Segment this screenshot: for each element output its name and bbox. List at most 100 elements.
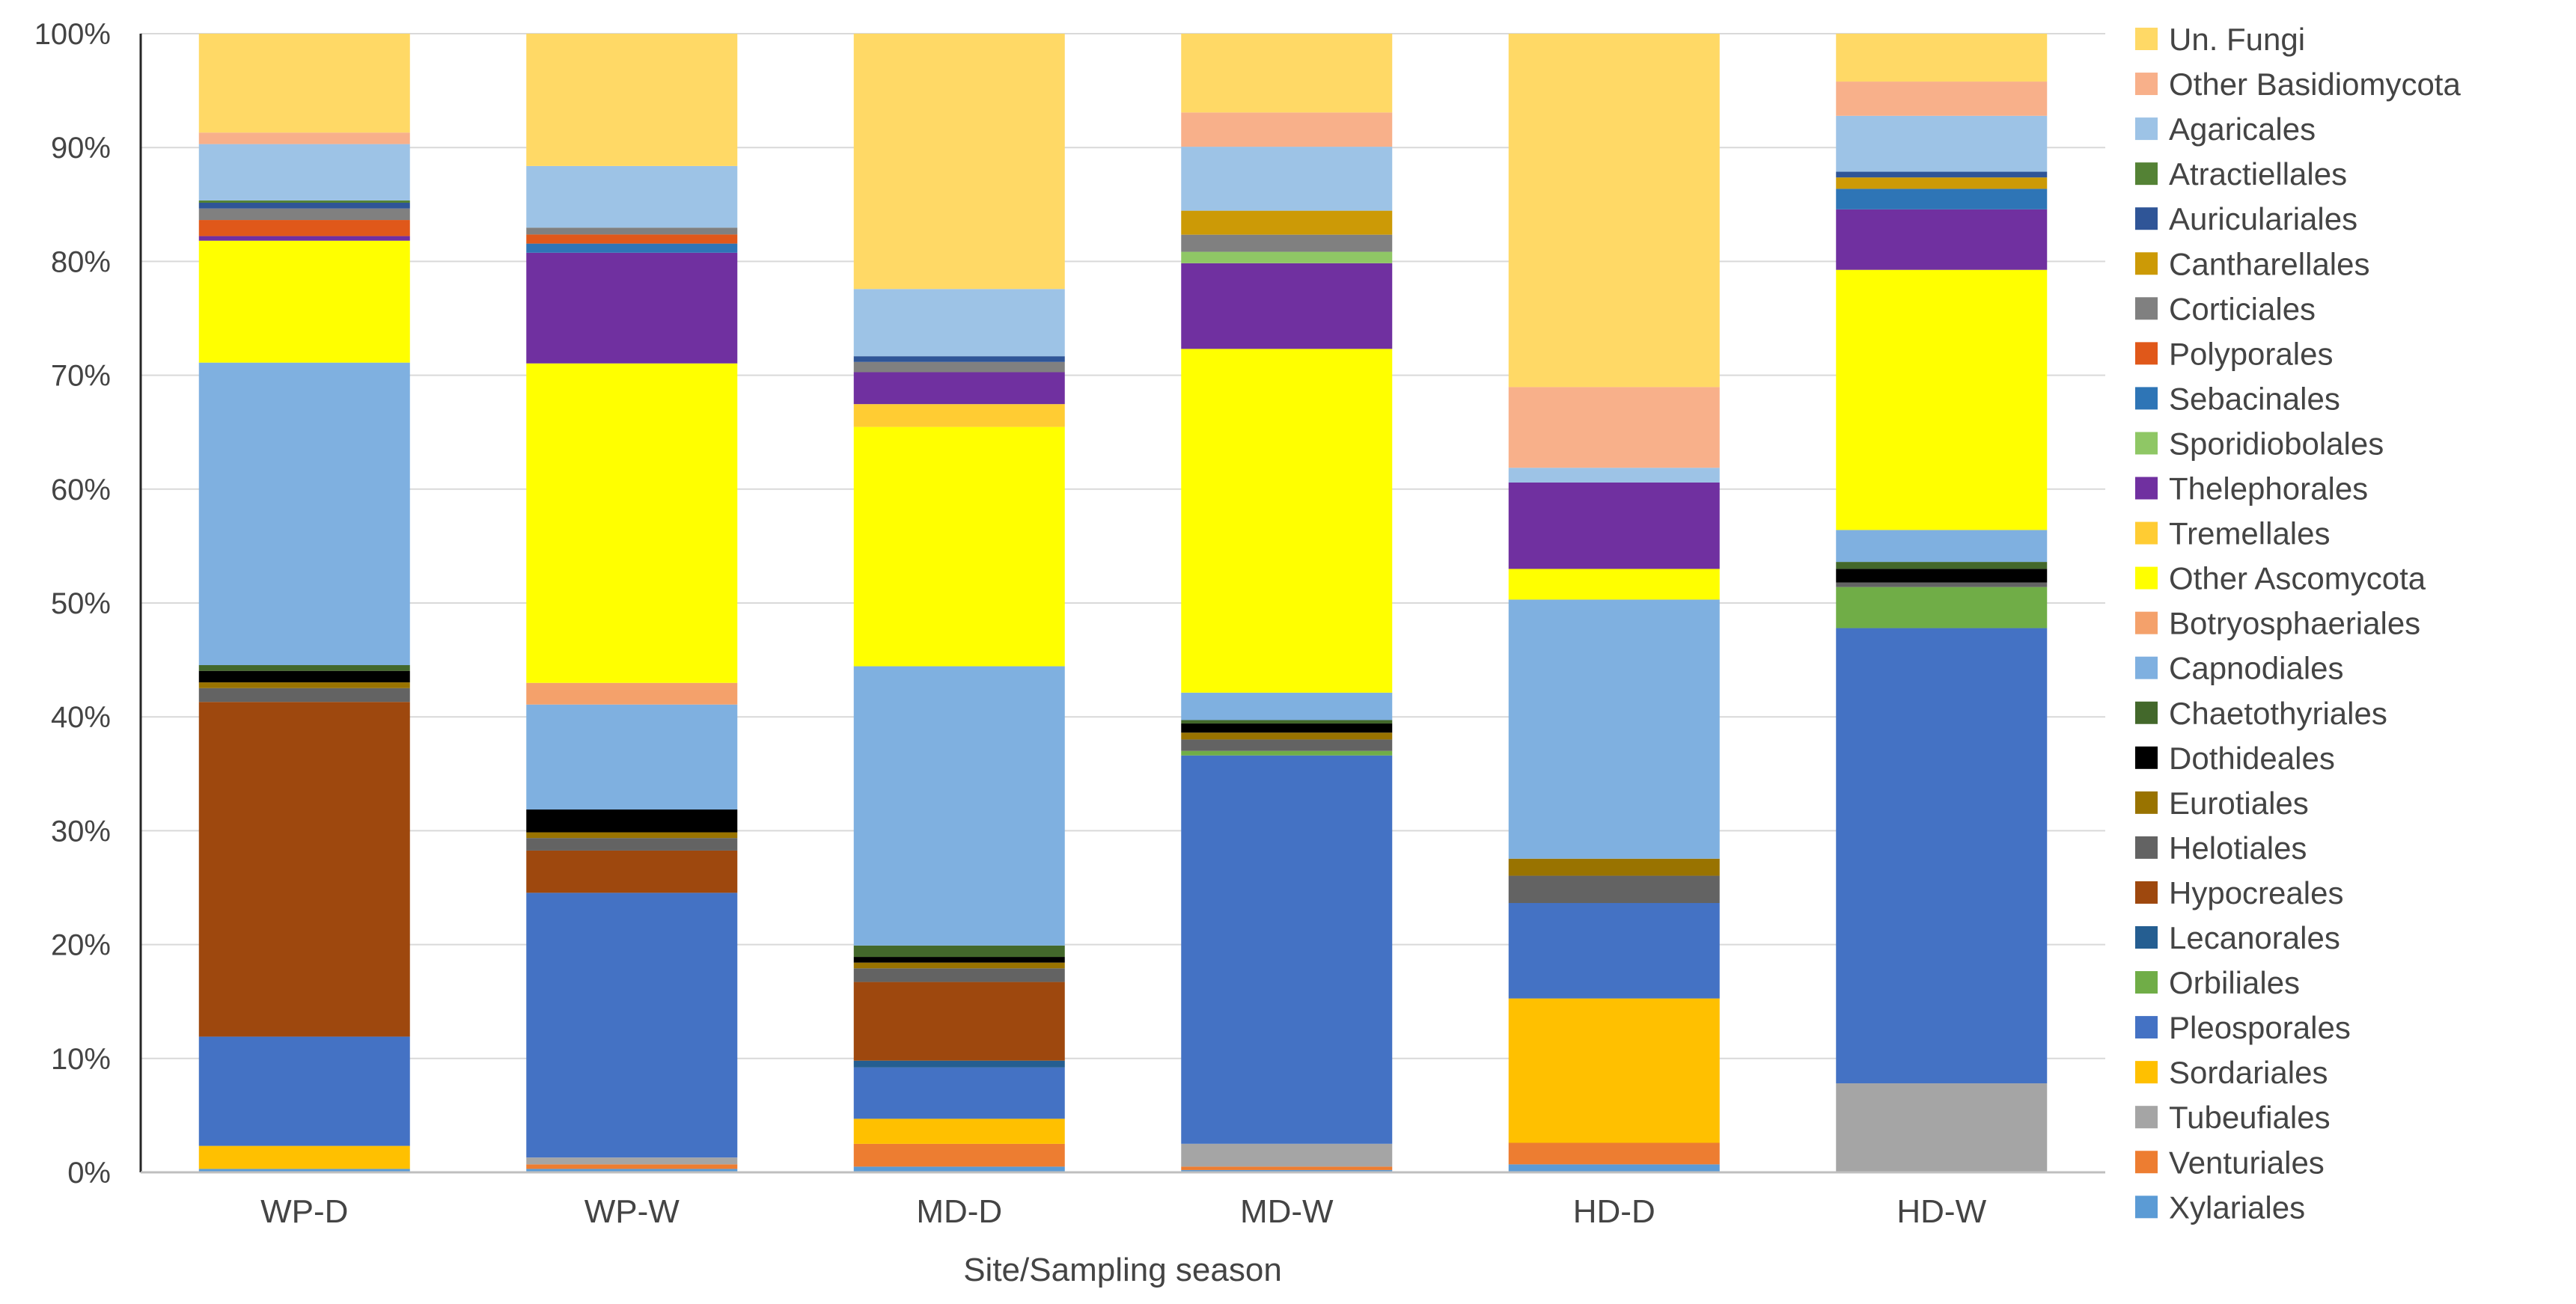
bar-segment: [526, 893, 738, 1158]
bar-segment: [853, 1060, 1065, 1068]
bar-segment: [1508, 34, 1720, 388]
bar-segment: [198, 200, 410, 203]
bar-segment: [1181, 263, 1393, 349]
bar-segment: [853, 361, 1065, 373]
bar-segment: [526, 165, 738, 228]
bar-segment: [198, 665, 410, 671]
bar-segment: [198, 236, 410, 241]
legend: Un. Fungi Other Basidiomycota Agaricales At…: [2135, 22, 2461, 1225]
bar-segment: [853, 968, 1065, 982]
bar-segment: [1836, 269, 2048, 530]
bar-segment: [1836, 530, 2048, 563]
legend-swatch: [2135, 28, 2158, 50]
bar-segment: [1181, 1169, 1393, 1172]
bar-segment: [853, 1143, 1065, 1167]
bar-segment: [1181, 234, 1393, 252]
bar-segment: [526, 838, 738, 851]
bar-segment: [1836, 582, 2048, 587]
y-tick-label: 10%: [51, 1043, 111, 1076]
legend-label: Orbiliales: [2169, 965, 2300, 1000]
bar-segment: [853, 957, 1065, 963]
legend-label: Botryosphaeriales: [2169, 606, 2420, 641]
legend-swatch: [2135, 1016, 2158, 1039]
legend-label: Sporidiobolales: [2169, 426, 2384, 461]
bar-segment: [1508, 1142, 1720, 1165]
bar-segment: [1181, 147, 1393, 211]
legend-swatch: [2135, 387, 2158, 410]
bar-segment: [853, 426, 1065, 667]
legend-swatch: [2135, 611, 2158, 634]
legend-swatch: [2135, 73, 2158, 96]
legend-swatch: [2135, 746, 2158, 769]
legend-swatch: [2135, 477, 2158, 500]
x-axis-title: Site/Sampling season: [963, 1252, 1282, 1288]
legend-label: Sebacinales: [2169, 381, 2340, 416]
bar-segment: [1508, 599, 1720, 859]
legend-label: Corticiales: [2169, 291, 2316, 326]
bar-segment: [526, 682, 738, 705]
legend-label: Xylariales: [2169, 1190, 2305, 1225]
bar-segment: [853, 1118, 1065, 1144]
bar-segment: [198, 670, 410, 683]
bar-segment: [526, 1169, 738, 1172]
bar-segment: [526, 809, 738, 833]
bar-segment: [1181, 34, 1393, 113]
bar-segment: [853, 1067, 1065, 1119]
bar-segment: [853, 356, 1065, 362]
bar-segment: [526, 252, 738, 364]
legend-swatch: [2135, 432, 2158, 455]
legend-swatch: [2135, 117, 2158, 141]
bar-segment: [1836, 569, 2048, 583]
legend-swatch: [2135, 1061, 2158, 1084]
legend-label: Capnodiales: [2169, 651, 2344, 686]
legend-swatch: [2135, 791, 2158, 814]
bar-segment: [1181, 723, 1393, 733]
legend-label: Polyporales: [2169, 336, 2333, 371]
legend-label: Un. Fungi: [2169, 22, 2305, 57]
bar-segment: [1181, 210, 1393, 235]
bar-segment: [1508, 858, 1720, 876]
bar-segment: [198, 1145, 410, 1169]
legend-label: Other Ascomycota: [2169, 561, 2426, 596]
y-tick-label: 0%: [67, 1157, 111, 1190]
bar-segment: [526, 1157, 738, 1165]
legend-swatch: [2135, 881, 2158, 904]
bar-segment: [853, 666, 1065, 946]
legend-label: Tremellales: [2169, 516, 2331, 551]
bar-segment: [198, 132, 410, 144]
y-tick-label: 50%: [51, 587, 111, 620]
bar-segment: [526, 234, 738, 244]
bar-segment: [198, 202, 410, 209]
legend-label: Agaricales: [2169, 111, 2316, 147]
bar-segment: [1181, 732, 1393, 740]
bar-segment: [1836, 82, 2048, 116]
bar-segment: [526, 363, 738, 683]
y-tick-label: 70%: [51, 360, 111, 393]
gridlines: [141, 33, 2105, 1059]
bar-segment: [1181, 750, 1393, 756]
y-tick-label: 60%: [51, 474, 111, 506]
bar-segment: [1508, 903, 1720, 999]
bar-segment: [198, 682, 410, 688]
legend-swatch: [2135, 701, 2158, 724]
legend-swatch: [2135, 1196, 2158, 1219]
legend-label: Chaetothyriales: [2169, 696, 2387, 731]
bar-segment: [198, 1036, 410, 1146]
bar-segment: [198, 1169, 410, 1172]
bar-segment: [1508, 1164, 1720, 1172]
bar-segment: [198, 702, 410, 1037]
bar-segment: [853, 372, 1065, 405]
bar-segment: [1836, 171, 2048, 178]
bar-segment: [198, 688, 410, 702]
bar-segment: [198, 362, 410, 666]
bar-segment: [1508, 569, 1720, 600]
bar-segment: [853, 962, 1065, 969]
x-tick-label: HD-D: [1573, 1193, 1655, 1230]
bar-segment: [526, 850, 738, 893]
bar-segment: [1836, 189, 2048, 209]
legend-swatch: [2135, 162, 2158, 186]
bar-segment: [198, 144, 410, 201]
legend-label: Dothideales: [2169, 741, 2335, 776]
legend-swatch: [2135, 342, 2158, 365]
